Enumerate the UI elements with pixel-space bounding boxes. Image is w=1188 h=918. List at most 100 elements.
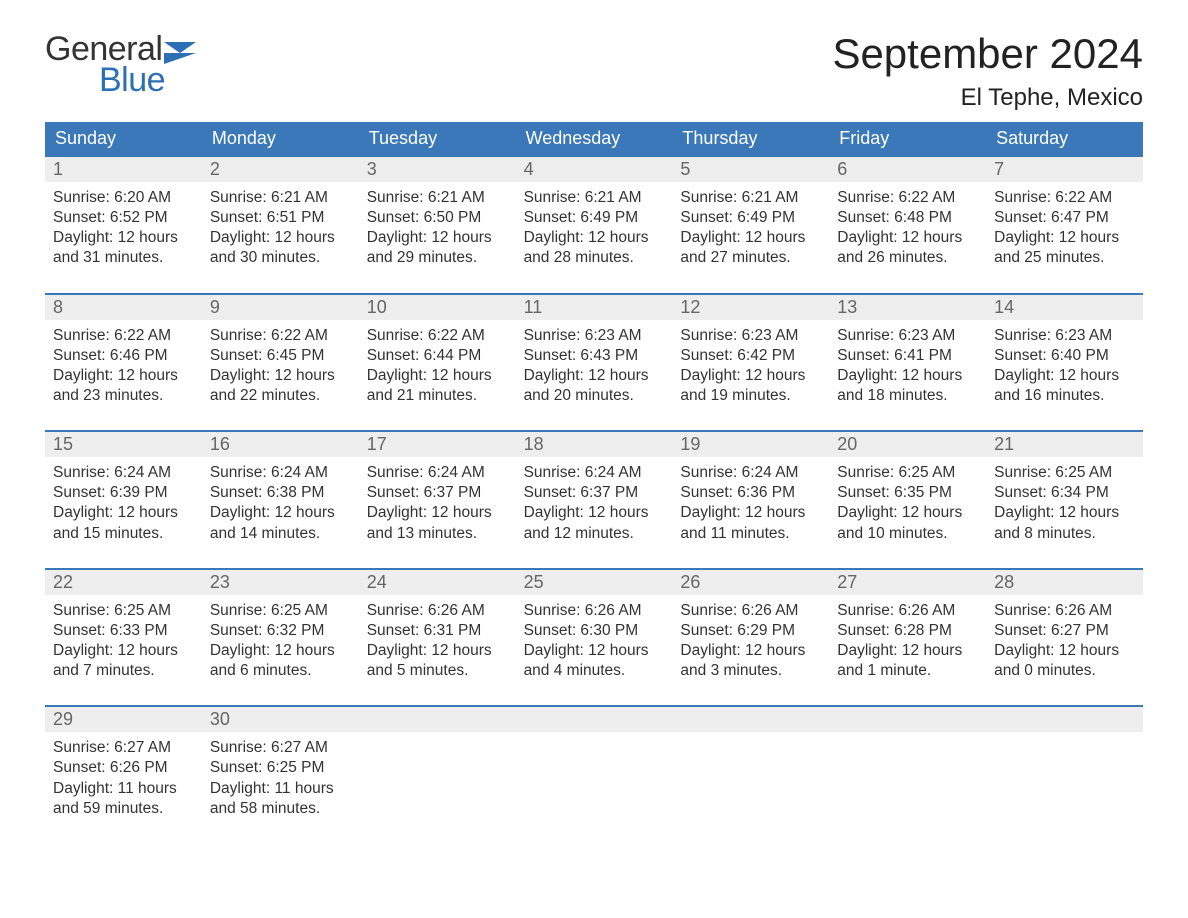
day-number: 21 [994,434,1014,454]
sunset-text: Sunset: 6:25 PM [210,758,351,778]
cell-body: Sunrise: 6:26 AMSunset: 6:31 PMDaylight:… [359,595,516,688]
cell-body: Sunrise: 6:22 AMSunset: 6:46 PMDaylight:… [45,320,202,413]
sunrise-text: Sunrise: 6:26 AM [994,601,1135,621]
calendar-week: 8Sunrise: 6:22 AMSunset: 6:46 PMDaylight… [45,293,1143,413]
calendar-week: 1Sunrise: 6:20 AMSunset: 6:52 PMDaylight… [45,155,1143,275]
cell-body: Sunrise: 6:23 AMSunset: 6:41 PMDaylight:… [829,320,986,413]
cell-body: Sunrise: 6:25 AMSunset: 6:34 PMDaylight:… [986,457,1143,550]
cell-body [986,732,1143,744]
cell-body: Sunrise: 6:25 AMSunset: 6:33 PMDaylight:… [45,595,202,688]
sunset-text: Sunset: 6:38 PM [210,483,351,503]
cell-body: Sunrise: 6:24 AMSunset: 6:36 PMDaylight:… [672,457,829,550]
sunset-text: Sunset: 6:49 PM [680,208,821,228]
sunrise-text: Sunrise: 6:21 AM [367,188,508,208]
day-number: 2 [210,159,220,179]
daylight-text: Daylight: 12 hours and 20 minutes. [524,366,665,406]
daylight-text: Daylight: 12 hours and 25 minutes. [994,228,1135,268]
calendar-cell: 19Sunrise: 6:24 AMSunset: 6:36 PMDayligh… [672,432,829,550]
daylight-text: Daylight: 12 hours and 26 minutes. [837,228,978,268]
cell-body: Sunrise: 6:25 AMSunset: 6:35 PMDaylight:… [829,457,986,550]
sunrise-text: Sunrise: 6:24 AM [53,463,194,483]
page-header: General Blue September 2024 El Tephe, Me… [45,30,1143,112]
daylight-text: Daylight: 12 hours and 5 minutes. [367,641,508,681]
sunrise-text: Sunrise: 6:20 AM [53,188,194,208]
day-header: Sunday [45,122,202,155]
cell-body: Sunrise: 6:22 AMSunset: 6:47 PMDaylight:… [986,182,1143,275]
sunset-text: Sunset: 6:49 PM [524,208,665,228]
sunrise-text: Sunrise: 6:23 AM [680,326,821,346]
sunrise-text: Sunrise: 6:24 AM [524,463,665,483]
day-number: 5 [680,159,690,179]
calendar-cell [516,707,673,825]
sunset-text: Sunset: 6:39 PM [53,483,194,503]
calendar-cell: 9Sunrise: 6:22 AMSunset: 6:45 PMDaylight… [202,295,359,413]
cell-body: Sunrise: 6:21 AMSunset: 6:51 PMDaylight:… [202,182,359,275]
day-header: Wednesday [516,122,673,155]
calendar-cell: 11Sunrise: 6:23 AMSunset: 6:43 PMDayligh… [516,295,673,413]
day-number-row [516,707,673,732]
day-number: 26 [680,572,700,592]
day-number: 28 [994,572,1014,592]
day-number: 6 [837,159,847,179]
day-number-row: 8 [45,295,202,320]
cell-body [672,732,829,744]
calendar-cell: 15 Sunrise: 6:24 AMSunset: 6:39 PMDayligh… [45,432,202,550]
day-number-row: 17 [359,432,516,457]
daylight-text: Daylight: 12 hours and 28 minutes. [524,228,665,268]
cell-body: Sunrise: 6:24 AMSunset: 6:37 PMDaylight:… [359,457,516,550]
title-block: September 2024 El Tephe, Mexico [832,30,1143,112]
daylight-text: Daylight: 12 hours and 1 minute. [837,641,978,681]
cell-body: Sunrise: 6:26 AMSunset: 6:29 PMDaylight:… [672,595,829,688]
sunrise-text: Sunrise: 6:22 AM [837,188,978,208]
daylight-text: Daylight: 12 hours and 4 minutes. [524,641,665,681]
day-number-row: 26 [672,570,829,595]
day-number: 3 [367,159,377,179]
sunrise-text: Sunrise: 6:25 AM [994,463,1135,483]
sunset-text: Sunset: 6:28 PM [837,621,978,641]
day-number-row: 5 [672,157,829,182]
calendar-week: 29Sunrise: 6:27 AMSunset: 6:26 PMDayligh… [45,705,1143,825]
calendar-cell [986,707,1143,825]
sunrise-text: Sunrise: 6:24 AM [210,463,351,483]
day-number-row: 21 [986,432,1143,457]
day-header: Friday [829,122,986,155]
day-number-row: 15 [45,432,202,457]
cell-body: Sunrise: 6:26 AMSunset: 6:30 PMDaylight:… [516,595,673,688]
day-number-row: 27 [829,570,986,595]
cell-body: Sunrise: 6:22 AMSunset: 6:48 PMDaylight:… [829,182,986,275]
daylight-text: Daylight: 12 hours and 7 minutes. [53,641,194,681]
calendar-cell: 12 Sunrise: 6:23 AMSunset: 6:42 PMDayligh… [672,295,829,413]
day-number: 23 [210,572,230,592]
sunset-text: Sunset: 6:44 PM [367,346,508,366]
sunset-text: Sunset: 6:48 PM [837,208,978,228]
daylight-text: Daylight: 12 hours and 15 minutes. [53,503,194,543]
daylight-text: Daylight: 12 hours and 13 minutes. [367,503,508,543]
calendar-cell: 1Sunrise: 6:20 AMSunset: 6:52 PMDaylight… [45,157,202,275]
day-number-row: 18 [516,432,673,457]
daylight-text: Daylight: 12 hours and 31 minutes. [53,228,194,268]
day-number-row: 6 [829,157,986,182]
sunrise-text: Sunrise: 6:23 AM [994,326,1135,346]
calendar: SundayMondayTuesdayWednesdayThursdayFrid… [45,122,1143,825]
sunset-text: Sunset: 6:42 PM [680,346,821,366]
day-number: 16 [210,434,230,454]
sunrise-text: Sunrise: 6:27 AM [53,738,194,758]
day-number: 12 [680,297,700,317]
calendar-cell: 16Sunrise: 6:24 AMSunset: 6:38 PMDayligh… [202,432,359,550]
calendar-cell: 22Sunrise: 6:25 AMSunset: 6:33 PMDayligh… [45,570,202,688]
day-number-row: 4 [516,157,673,182]
day-number-row [672,707,829,732]
day-number-row: 2 [202,157,359,182]
calendar-cell: 20Sunrise: 6:25 AMSunset: 6:35 PMDayligh… [829,432,986,550]
day-header: Saturday [986,122,1143,155]
cell-body: Sunrise: 6:23 AMSunset: 6:40 PMDaylight:… [986,320,1143,413]
day-number-row: 29 [45,707,202,732]
calendar-cell [672,707,829,825]
location-label: El Tephe, Mexico [832,84,1143,112]
daylight-text: Daylight: 12 hours and 19 minutes. [680,366,821,406]
sunset-text: Sunset: 6:32 PM [210,621,351,641]
sunset-text: Sunset: 6:51 PM [210,208,351,228]
calendar-cell: 29Sunrise: 6:27 AMSunset: 6:26 PMDayligh… [45,707,202,825]
day-header: Monday [202,122,359,155]
sunrise-text: Sunrise: 6:23 AM [524,326,665,346]
